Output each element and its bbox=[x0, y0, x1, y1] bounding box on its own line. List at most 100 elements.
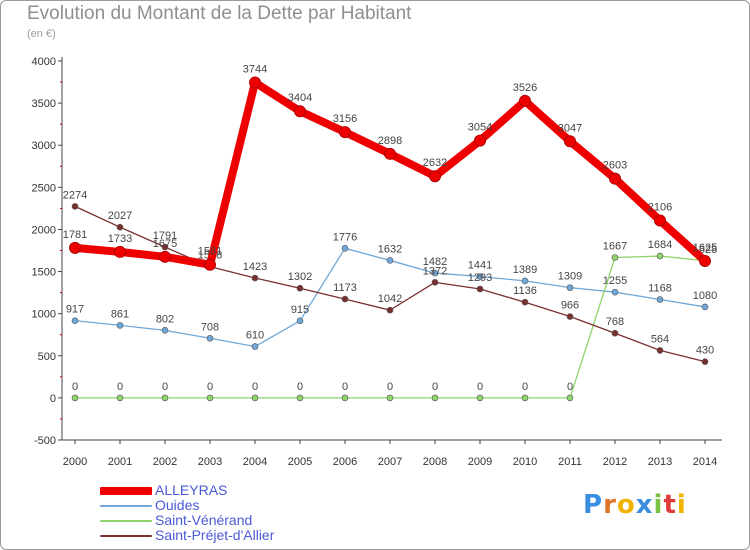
data-label: 0 bbox=[207, 381, 213, 393]
data-label: 1441 bbox=[468, 260, 492, 272]
data-point bbox=[609, 172, 621, 185]
x-tick-label: 2000 bbox=[63, 456, 87, 468]
data-label: 915 bbox=[291, 304, 309, 316]
data-label: 1625 bbox=[693, 242, 717, 254]
data-point bbox=[611, 254, 619, 261]
x-tick-label: 2004 bbox=[243, 456, 267, 468]
data-point bbox=[69, 241, 81, 254]
data-label: 2603 bbox=[603, 160, 627, 172]
data-point bbox=[429, 170, 441, 183]
data-point bbox=[204, 258, 216, 271]
data-label: 610 bbox=[246, 330, 264, 342]
data-label: 0 bbox=[72, 381, 78, 393]
data-label: 1136 bbox=[513, 285, 537, 297]
data-point bbox=[339, 126, 351, 139]
data-label: 1080 bbox=[693, 290, 717, 302]
data-point bbox=[566, 394, 574, 402]
data-point bbox=[656, 296, 664, 303]
data-label: 0 bbox=[567, 381, 573, 393]
data-label: 708 bbox=[201, 321, 219, 333]
y-tick-label: 2500 bbox=[32, 182, 56, 194]
data-label: 1389 bbox=[513, 264, 537, 276]
data-label: 3156 bbox=[333, 113, 357, 125]
data-point bbox=[296, 394, 304, 402]
data-point bbox=[701, 303, 709, 311]
data-point bbox=[116, 394, 124, 402]
y-tick-label: 3000 bbox=[32, 140, 56, 152]
data-label: 0 bbox=[162, 381, 168, 393]
data-label: 1309 bbox=[558, 271, 582, 283]
data-label: 1632 bbox=[378, 243, 402, 255]
data-point bbox=[656, 252, 664, 260]
data-point bbox=[521, 394, 529, 402]
logo-letter: t bbox=[663, 490, 677, 520]
data-point bbox=[566, 313, 574, 320]
data-point bbox=[161, 394, 169, 402]
data-point bbox=[431, 394, 439, 402]
data-point bbox=[296, 284, 304, 292]
data-point bbox=[611, 329, 619, 337]
data-point bbox=[431, 279, 439, 286]
legend-label: Ouides bbox=[155, 497, 200, 513]
data-label: 3526 bbox=[513, 82, 537, 94]
data-label: 2106 bbox=[648, 202, 672, 214]
data-point bbox=[566, 284, 574, 291]
data-point bbox=[474, 134, 486, 147]
y-tick-label: 0 bbox=[50, 393, 56, 405]
x-tick-label: 2010 bbox=[513, 456, 537, 468]
data-label: 0 bbox=[342, 381, 348, 393]
data-label: 3404 bbox=[288, 92, 312, 104]
x-tick-label: 2011 bbox=[558, 456, 582, 468]
data-label: 917 bbox=[66, 304, 84, 316]
x-tick-label: 2002 bbox=[153, 456, 177, 468]
data-label: 802 bbox=[156, 313, 174, 325]
data-label: 1302 bbox=[288, 271, 312, 283]
data-point bbox=[386, 306, 394, 314]
data-label: 966 bbox=[561, 300, 579, 312]
data-point bbox=[699, 255, 711, 268]
y-tick-label: 4000 bbox=[32, 56, 56, 68]
data-label: 1372 bbox=[423, 265, 447, 277]
data-point bbox=[206, 334, 214, 342]
y-tick-label: 1500 bbox=[32, 267, 56, 279]
y-tick-label: -500 bbox=[34, 435, 56, 447]
legend-label: Saint-Préjet-d'Allier bbox=[155, 527, 275, 543]
data-label: 1293 bbox=[468, 272, 492, 284]
x-tick-label: 2001 bbox=[108, 456, 132, 468]
x-tick-label: 2007 bbox=[378, 456, 402, 468]
data-point bbox=[251, 343, 259, 350]
legend-swatch bbox=[100, 487, 152, 495]
data-point bbox=[296, 317, 304, 325]
x-tick-label: 2014 bbox=[693, 456, 717, 468]
data-point bbox=[161, 327, 169, 334]
data-point bbox=[654, 214, 666, 227]
data-point bbox=[519, 94, 531, 107]
data-label: 0 bbox=[252, 381, 258, 393]
data-label: 2632 bbox=[423, 157, 447, 169]
data-label: 0 bbox=[297, 381, 303, 393]
data-label: 0 bbox=[477, 381, 483, 393]
data-point bbox=[476, 394, 484, 402]
y-tick-label: 500 bbox=[38, 351, 56, 363]
data-label: 1684 bbox=[648, 239, 672, 251]
legend-swatch bbox=[100, 535, 152, 537]
data-label: 1482 bbox=[423, 256, 447, 268]
data-point bbox=[71, 203, 79, 210]
data-label: 1781 bbox=[63, 229, 87, 241]
data-point bbox=[384, 147, 396, 160]
data-point bbox=[564, 135, 576, 148]
y-tick-label: 3500 bbox=[32, 98, 56, 110]
data-label: 1675 bbox=[153, 238, 177, 250]
data-point bbox=[159, 250, 171, 263]
logo-letter: x bbox=[635, 490, 654, 520]
data-point bbox=[476, 273, 484, 280]
proxiti-logo: Proxiti bbox=[583, 490, 687, 520]
data-point bbox=[161, 243, 169, 251]
data-label: 1581 bbox=[198, 246, 222, 258]
legend-label: Saint-Vénérand bbox=[155, 512, 253, 528]
data-label: 0 bbox=[117, 381, 123, 393]
data-label: 0 bbox=[432, 381, 438, 393]
data-label: 1168 bbox=[648, 283, 672, 295]
data-label: 861 bbox=[111, 308, 129, 320]
